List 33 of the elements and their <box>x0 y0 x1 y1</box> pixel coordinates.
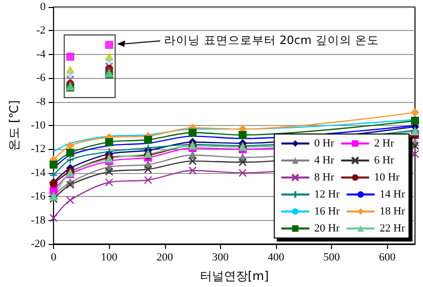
y-tick-label: -18 <box>30 214 46 226</box>
x-tick-label: 300 <box>212 252 230 264</box>
legend-label: 16 Hr <box>314 206 340 218</box>
y-tick-label: -12 <box>30 143 46 156</box>
y-tick-label: -4 <box>36 48 46 60</box>
y-tick-label: -2 <box>36 24 46 37</box>
x-tick-label: 400 <box>268 252 285 264</box>
y-tick-label: -10 <box>30 120 46 132</box>
x-axis-title: 터널연장[m] <box>200 269 269 283</box>
annotation: 라이닝 표면으로부터 20cm 깊이의 온도 <box>164 32 379 47</box>
x-tick-label: 500 <box>323 252 340 264</box>
legend-label: 0 Hr <box>314 138 334 150</box>
legend-label: 22 Hr <box>380 222 406 234</box>
y-tick-label: -16 <box>30 190 46 203</box>
y-tick-label: 0 <box>40 1 46 13</box>
legend-label: 12 Hr <box>314 188 340 200</box>
legend-label: 6 Hr <box>374 154 394 166</box>
legend-label: 20 Hr <box>314 222 340 234</box>
y-tick-label: -6 <box>36 72 46 84</box>
legend-label: 18 Hr <box>380 206 406 218</box>
legend-label: 4 Hr <box>314 154 334 166</box>
legend-label: 2 Hr <box>374 138 394 150</box>
y-axis-title: 온도 [℃] <box>7 100 21 151</box>
y-tick-label: -8 <box>36 96 46 108</box>
x-tick-label: 100 <box>100 252 118 264</box>
legend-label: 8 Hr <box>314 172 334 184</box>
y-tick-label: -14 <box>30 166 46 179</box>
legend-label: 10 Hr <box>374 172 400 184</box>
x-tick-label: 600 <box>378 252 396 264</box>
legend-label: 14 Hr <box>380 188 406 200</box>
x-tick-label: 200 <box>156 252 174 264</box>
y-tick-label: -20 <box>30 238 46 250</box>
x-tick-label: 0 <box>50 252 57 264</box>
